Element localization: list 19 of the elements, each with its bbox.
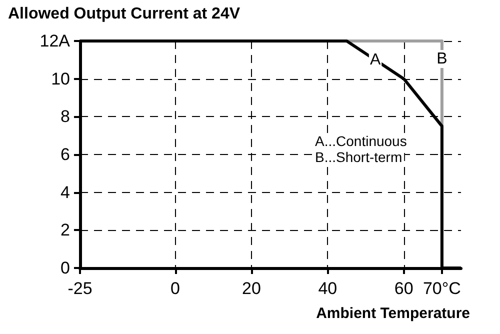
- y-tick-label: 6: [60, 145, 70, 164]
- y-tick-label: 0: [60, 258, 70, 278]
- x-tick-label: 70°C: [422, 279, 461, 298]
- y-tick-label: 12A: [40, 32, 71, 50]
- x-tick-label: -25: [68, 279, 92, 298]
- annotation: B...Short-term: [315, 149, 402, 165]
- x-tick-label: 20: [242, 279, 261, 298]
- x-tick-label: 0: [170, 279, 180, 298]
- y-tick-label: 4: [60, 182, 70, 202]
- series-label: B: [436, 50, 448, 68]
- series-label: A: [370, 51, 381, 68]
- annotation: A...Continuous: [315, 133, 407, 149]
- y-tick-label: 8: [60, 107, 70, 126]
- y-tick-label: 2: [60, 220, 70, 240]
- x-axis-title: Ambient Temperature: [316, 305, 470, 322]
- x-tick-label: 40: [318, 279, 338, 298]
- y-tick-label: 10: [51, 69, 70, 88]
- chart-title: Allowed Output Current at 24V: [8, 6, 240, 22]
- x-tick-label: 60: [394, 279, 414, 298]
